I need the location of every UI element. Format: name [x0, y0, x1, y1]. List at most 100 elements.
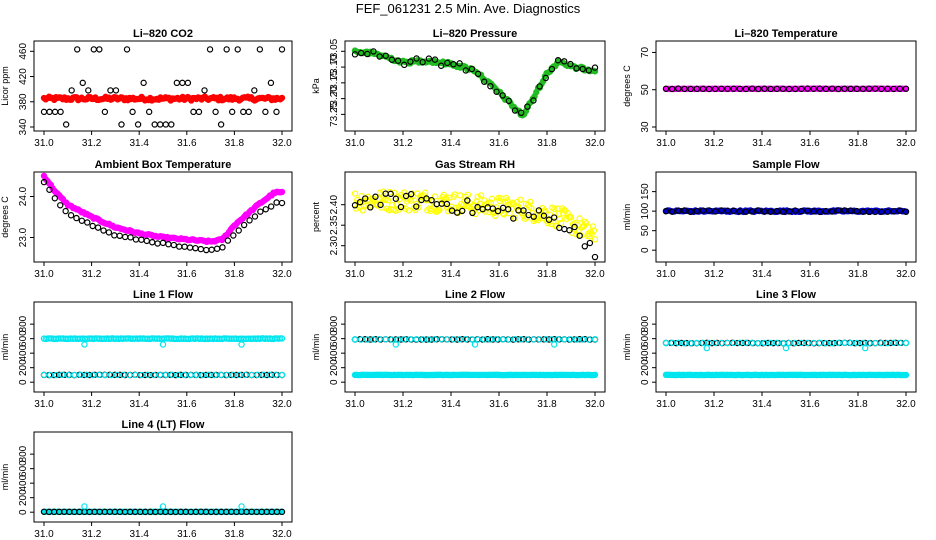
data-point [591, 64, 599, 71]
data-point [536, 83, 543, 90]
data-point [428, 196, 435, 204]
panel-title: Li–820 CO2 [133, 28, 193, 40]
data-point [841, 207, 848, 214]
data-point [816, 339, 824, 347]
data-point [505, 336, 513, 343]
data-point [835, 207, 842, 214]
data-point [724, 207, 731, 214]
panel-line1: Line 1 Flow ml/min 31.0 31.2 31.4 31.6 31.8 32.… [0, 289, 293, 410]
data-point [162, 121, 169, 128]
data-point [40, 371, 48, 379]
y-axis-label: ml/min [0, 464, 10, 491]
data-point [510, 215, 517, 222]
data-point [208, 246, 215, 253]
data-point [767, 208, 774, 215]
data-point [90, 46, 98, 53]
data-point [68, 87, 75, 94]
series-line2-off [351, 371, 599, 379]
data-point [492, 212, 499, 220]
data-point [101, 108, 109, 116]
data-point [266, 371, 273, 379]
data-point [364, 50, 371, 58]
data-point [59, 371, 66, 379]
data-point [517, 336, 525, 343]
data-point [785, 339, 793, 347]
data-point [456, 60, 463, 67]
data-point [859, 208, 867, 215]
y-axis-label: percent [311, 201, 321, 232]
x-tick-label: 31.8 [225, 529, 245, 540]
data-point [515, 203, 522, 210]
data-point [120, 371, 127, 379]
data-point [662, 85, 670, 92]
data-point [530, 336, 537, 343]
data-point [779, 208, 787, 215]
data-point [550, 214, 558, 221]
data-point [367, 204, 374, 211]
data-point [71, 371, 78, 379]
data-point [65, 371, 72, 379]
y-tick-label: 400 [18, 344, 29, 361]
data-point [94, 224, 102, 231]
y-tick-label: 800 [18, 315, 29, 332]
plot-frame [655, 301, 917, 393]
data-point [162, 371, 170, 379]
x-tick-label: 31.2 [704, 138, 724, 149]
plot-frame [33, 431, 293, 523]
x-tick-label: 31.8 [225, 399, 245, 410]
y-axis-label: degrees C [0, 196, 10, 238]
data-point [203, 246, 210, 254]
data-point [841, 85, 848, 92]
data-point [351, 336, 359, 343]
data-point [79, 79, 86, 87]
data-point [223, 371, 231, 379]
data-point [585, 336, 593, 343]
x-tick-label: 31.4 [129, 529, 149, 540]
data-point [579, 336, 586, 343]
y-tick-label: 800 [329, 315, 340, 332]
series-ambient-avg [40, 178, 286, 254]
y-tick-label: 200 [18, 359, 29, 376]
data-point [175, 371, 182, 379]
data-point [245, 108, 252, 116]
data-point [251, 213, 259, 220]
data-point [520, 207, 527, 214]
data-point [236, 371, 243, 379]
x-tick-label: 31.4 [441, 399, 461, 410]
x-tick-label: 31.4 [752, 269, 772, 280]
data-point [662, 339, 670, 347]
data-point [382, 336, 389, 343]
data-point [272, 371, 280, 379]
data-point [828, 208, 836, 215]
data-point [693, 339, 700, 347]
data-point [262, 108, 269, 116]
data-point [816, 208, 824, 216]
x-tick-label: 32.0 [272, 269, 292, 280]
data-point [448, 203, 455, 210]
data-point [822, 207, 830, 215]
panel-title: Gas Stream RH [435, 159, 515, 171]
x-tick-label: 31.0 [345, 138, 365, 149]
data-point [675, 85, 682, 92]
data-point [499, 336, 506, 343]
data-point [223, 46, 230, 53]
y-tick-label: 100 [640, 202, 651, 219]
panel-title: Sample Flow [752, 159, 820, 171]
data-point [437, 335, 445, 343]
data-point [573, 336, 580, 343]
data-point [206, 46, 214, 53]
data-point [556, 215, 564, 223]
panel-line4: Line 4 (LT) Flow ml/min 31.0 31.2 31.4 31.6 31… [0, 419, 293, 540]
panel-co2: Li–820 CO2 Licor ppm 31.0 31.2 31.4 31.6 31.8 3… [0, 28, 293, 149]
data-point [372, 193, 379, 200]
y-tick-label: 600 [640, 330, 651, 347]
data-point [173, 79, 181, 87]
data-point [150, 371, 158, 379]
data-point [387, 190, 394, 198]
data-point [444, 336, 451, 343]
x-tick-label: 31.2 [704, 399, 724, 410]
data-point [576, 215, 583, 222]
data-point [201, 87, 208, 94]
data-point [78, 217, 86, 224]
data-point [278, 94, 286, 102]
